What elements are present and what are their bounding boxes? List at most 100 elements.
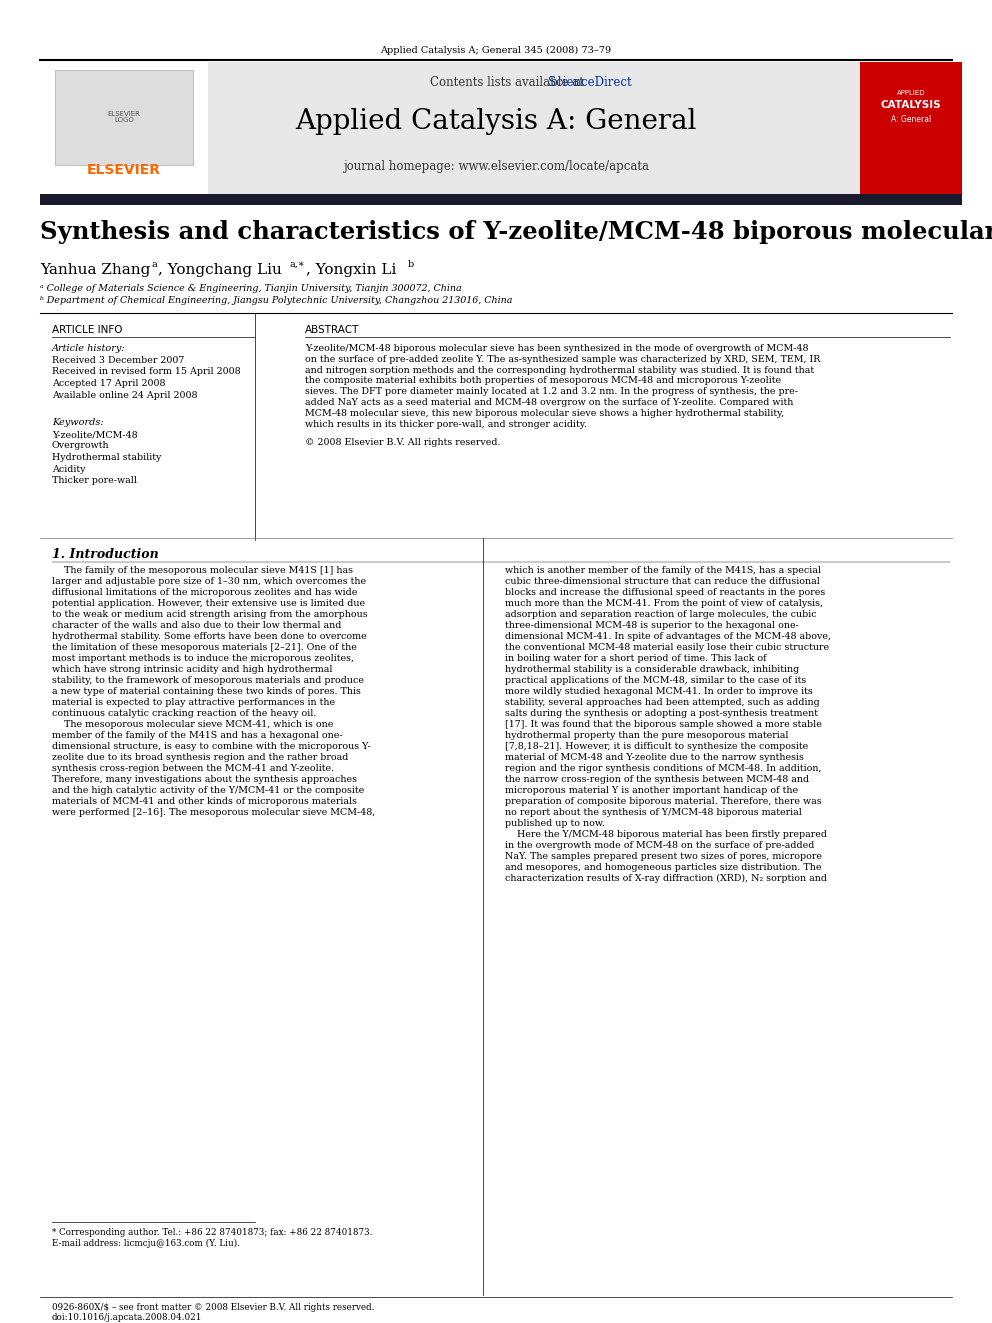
Text: The mesoporous molecular sieve MCM-41, which is one: The mesoporous molecular sieve MCM-41, w… [52,720,333,729]
Text: Here the Y/MCM-48 biporous material has been firstly prepared: Here the Y/MCM-48 biporous material has … [505,830,827,839]
Text: in the overgrowth mode of MCM-48 on the surface of pre-added: in the overgrowth mode of MCM-48 on the … [505,841,814,849]
Text: on the surface of pre-added zeolite Y. The as-synthesized sample was characteriz: on the surface of pre-added zeolite Y. T… [305,355,820,364]
Text: MCM-48 molecular sieve, this new biporous molecular sieve shows a higher hydroth: MCM-48 molecular sieve, this new biporou… [305,409,785,418]
Text: a,∗: a,∗ [290,261,306,269]
Text: dimensional structure, is easy to combine with the microporous Y-: dimensional structure, is easy to combin… [52,742,371,751]
Text: preparation of composite biporous material. Therefore, there was: preparation of composite biporous materi… [505,796,821,806]
Bar [55,70,193,165]
Text: * Corresponding author. Tel.: +86 22 87401873; fax: +86 22 87401873.: * Corresponding author. Tel.: +86 22 874… [52,1228,372,1237]
Text: a: a [152,261,158,269]
Text: ELSEVIER
LOGO: ELSEVIER LOGO [107,111,141,123]
Text: cubic three-dimensional structure that can reduce the diffusional: cubic three-dimensional structure that c… [505,577,819,586]
Text: hydrothermal stability is a considerable drawback, inhibiting: hydrothermal stability is a considerable… [505,665,800,673]
Text: E-mail address: licmcju@163.com (Y. Liu).: E-mail address: licmcju@163.com (Y. Liu)… [52,1240,240,1248]
Text: [17]. It was found that the biporous sample showed a more stable: [17]. It was found that the biporous sam… [505,720,822,729]
Text: Y-zeolite/MCM-48: Y-zeolite/MCM-48 [52,430,138,439]
Text: Received 3 December 2007: Received 3 December 2007 [52,356,185,365]
Text: hydrothermal stability. Some efforts have been done to overcome: hydrothermal stability. Some efforts hav… [52,632,367,642]
Text: journal homepage: www.elsevier.com/locate/apcata: journal homepage: www.elsevier.com/locat… [343,160,649,173]
Text: Received in revised form 15 April 2008: Received in revised form 15 April 2008 [52,368,241,377]
Text: the composite material exhibits both properties of mesoporous MCM-48 and micropo: the composite material exhibits both pro… [305,377,781,385]
Text: A: General: A: General [891,115,931,124]
Text: were performed [2–16]. The mesoporous molecular sieve MCM-48,: were performed [2–16]. The mesoporous mo… [52,808,375,818]
Text: the limitation of these mesoporous materials [2–21]. One of the: the limitation of these mesoporous mater… [52,643,357,652]
Bar [40,62,208,194]
Text: ELSEVIER: ELSEVIER [87,163,161,177]
Text: dimensional MCM-41. In spite of advantages of the MCM-48 above,: dimensional MCM-41. In spite of advantag… [505,632,831,642]
Text: materials of MCM-41 and other kinds of microporous materials: materials of MCM-41 and other kinds of m… [52,796,357,806]
Text: ARTICLE INFO: ARTICLE INFO [52,325,122,335]
Bar [40,62,860,194]
Text: and mesopores, and homogeneous particles size distribution. The: and mesopores, and homogeneous particles… [505,863,821,872]
Text: diffusional limitations of the microporous zeolites and has wide: diffusional limitations of the microporo… [52,587,357,597]
Text: and nitrogen sorption methods and the corresponding hydrothermal stability was s: and nitrogen sorption methods and the co… [305,365,814,374]
Text: ᵃ College of Materials Science & Engineering, Tianjin University, Tianjin 300072: ᵃ College of Materials Science & Enginee… [40,284,461,292]
Text: larger and adjustable pore size of 1–30 nm, which overcomes the: larger and adjustable pore size of 1–30 … [52,577,366,586]
Text: Therefore, many investigations about the synthesis approaches: Therefore, many investigations about the… [52,775,357,785]
Text: the conventional MCM-48 material easily lose their cubic structure: the conventional MCM-48 material easily … [505,643,829,652]
Text: ABSTRACT: ABSTRACT [305,325,359,335]
Text: Overgrowth: Overgrowth [52,442,110,451]
Text: much more than the MCM-41. From the point of view of catalysis,: much more than the MCM-41. From the poin… [505,599,823,609]
Text: which results in its thicker pore-wall, and stronger acidity.: which results in its thicker pore-wall, … [305,419,587,429]
Bar [40,194,962,205]
Text: sieves. The DFT pore diameter mainly located at 1.2 and 3.2 nm. In the progress : sieves. The DFT pore diameter mainly loc… [305,388,798,396]
Text: microporous material Y is another important handicap of the: microporous material Y is another import… [505,786,799,795]
Bar [860,62,962,194]
Text: more wildly studied hexagonal MCM-41. In order to improve its: more wildly studied hexagonal MCM-41. In… [505,687,812,696]
Text: doi:10.1016/j.apcata.2008.04.021: doi:10.1016/j.apcata.2008.04.021 [52,1312,202,1322]
Text: 1. Introduction: 1. Introduction [52,548,159,561]
Text: zeolite due to its broad synthesis region and the rather broad: zeolite due to its broad synthesis regio… [52,753,348,762]
Text: to the weak or medium acid strength arising from the amorphous: to the weak or medium acid strength aris… [52,610,368,619]
Text: salts during the synthesis or adopting a post-synthesis treatment: salts during the synthesis or adopting a… [505,709,818,718]
Text: synthesis cross-region between the MCM-41 and Y-zeolite.: synthesis cross-region between the MCM-4… [52,763,334,773]
Text: the narrow cross-region of the synthesis between MCM-48 and: the narrow cross-region of the synthesis… [505,775,809,785]
Text: Synthesis and characteristics of Y-zeolite/MCM-48 biporous molecular sieve: Synthesis and characteristics of Y-zeoli… [40,220,992,243]
Text: ScienceDirect: ScienceDirect [548,75,631,89]
Text: 0926-860X/$ – see front matter © 2008 Elsevier B.V. All rights reserved.: 0926-860X/$ – see front matter © 2008 El… [52,1303,374,1312]
Text: Acidity: Acidity [52,464,85,474]
Text: ᵇ Department of Chemical Engineering, Jiangsu Polytechnic University, Changzhou : ᵇ Department of Chemical Engineering, Ji… [40,296,513,306]
Text: hydrothermal property than the pure mesoporous material: hydrothermal property than the pure meso… [505,732,789,740]
Text: material of MCM-48 and Y-zeolite due to the narrow synthesis: material of MCM-48 and Y-zeolite due to … [505,753,804,762]
Text: continuous catalytic cracking reaction of the heavy oil.: continuous catalytic cracking reaction o… [52,709,316,718]
Text: which have strong intrinsic acidity and high hydrothermal: which have strong intrinsic acidity and … [52,665,332,673]
Text: Keywords:: Keywords: [52,418,103,427]
Text: Article history:: Article history: [52,344,126,353]
Text: The family of the mesoporous molecular sieve M41S [1] has: The family of the mesoporous molecular s… [52,566,353,576]
Text: , Yongxin Li: , Yongxin Li [306,263,397,277]
Text: potential application. However, their extensive use is limited due: potential application. However, their ex… [52,599,365,609]
Text: APPLIED: APPLIED [897,90,926,97]
Text: Available online 24 April 2008: Available online 24 April 2008 [52,390,197,400]
Text: Hydrothermal stability: Hydrothermal stability [52,452,162,462]
Text: region and the rigor synthesis conditions of MCM-48. In addition,: region and the rigor synthesis condition… [505,763,821,773]
Text: b: b [408,261,415,269]
Text: published up to now.: published up to now. [505,819,605,828]
Text: Accepted 17 April 2008: Accepted 17 April 2008 [52,378,166,388]
Text: material is expected to play attractive performances in the: material is expected to play attractive … [52,699,335,706]
Text: [7,8,18–21]. However, it is difficult to synthesize the composite: [7,8,18–21]. However, it is difficult to… [505,742,808,751]
Text: practical applications of the MCM-48, similar to the case of its: practical applications of the MCM-48, si… [505,676,806,685]
Text: CATALYSIS: CATALYSIS [881,101,941,110]
Text: Contents lists available at: Contents lists available at [430,75,587,89]
Text: member of the family of the M41S and has a hexagonal one-: member of the family of the M41S and has… [52,732,342,740]
Text: Applied Catalysis A; General 345 (2008) 73–79: Applied Catalysis A; General 345 (2008) … [381,46,611,56]
Text: character of the walls and also due to their low thermal and: character of the walls and also due to t… [52,620,341,630]
Text: adsorption and separation reaction of large molecules, the cubic: adsorption and separation reaction of la… [505,610,816,619]
Text: Thicker pore-wall: Thicker pore-wall [52,476,137,486]
Text: in boiling water for a short period of time. This lack of: in boiling water for a short period of t… [505,654,767,663]
Text: no report about the synthesis of Y/MCM-48 biporous material: no report about the synthesis of Y/MCM-4… [505,808,802,818]
Text: blocks and increase the diffusional speed of reactants in the pores: blocks and increase the diffusional spee… [505,587,825,597]
Text: characterization results of X-ray diffraction (XRD), N₂ sorption and: characterization results of X-ray diffra… [505,875,827,884]
Text: Yanhua Zhang: Yanhua Zhang [40,263,151,277]
Text: a new type of material containing these two kinds of pores. This: a new type of material containing these … [52,687,361,696]
Text: added NaY acts as a seed material and MCM-48 overgrow on the surface of Y-zeolit: added NaY acts as a seed material and MC… [305,398,794,407]
Text: NaY. The samples prepared present two sizes of pores, micropore: NaY. The samples prepared present two si… [505,852,822,861]
Text: © 2008 Elsevier B.V. All rights reserved.: © 2008 Elsevier B.V. All rights reserved… [305,438,501,447]
Text: , Yongchang Liu: , Yongchang Liu [158,263,282,277]
Text: and the high catalytic activity of the Y/MCM-41 or the composite: and the high catalytic activity of the Y… [52,786,364,795]
Text: stability, several approaches had been attempted, such as adding: stability, several approaches had been a… [505,699,819,706]
Text: which is another member of the family of the M41S, has a special: which is another member of the family of… [505,566,821,576]
Text: stability, to the framework of mesoporous materials and produce: stability, to the framework of mesoporou… [52,676,364,685]
Text: three-dimensional MCM-48 is superior to the hexagonal one-: three-dimensional MCM-48 is superior to … [505,620,799,630]
